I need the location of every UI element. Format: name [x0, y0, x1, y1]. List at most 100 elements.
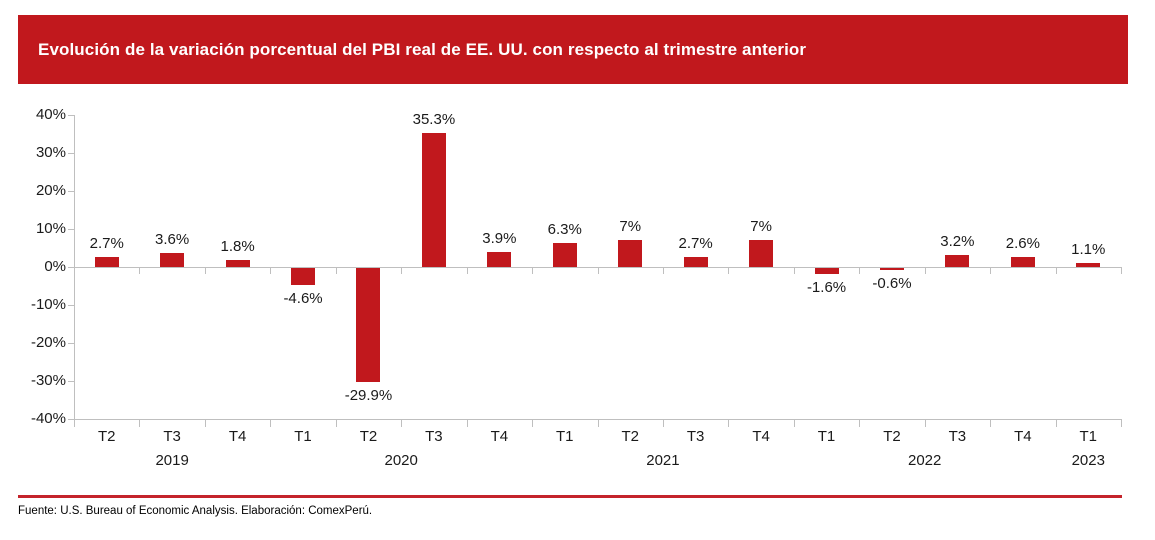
x-axis-quarter-label: T1	[556, 428, 574, 445]
bar	[160, 253, 185, 267]
bar	[552, 243, 577, 267]
zero-line-category-tick	[1121, 268, 1122, 274]
bar	[1076, 262, 1101, 267]
bar-value-label: 3.6%	[155, 231, 190, 249]
zero-line-category-tick	[532, 268, 534, 274]
bar-value-label: 6.3%	[547, 221, 582, 239]
bar-value-label: 7%	[750, 218, 772, 236]
x-axis-quarter-label: T2	[621, 428, 639, 445]
y-axis-tick	[68, 229, 74, 230]
x-axis-category-tick	[466, 420, 468, 427]
x-axis-quarter-label: T4	[228, 428, 247, 445]
bar	[421, 132, 446, 267]
x-axis-quarter-label: T1	[294, 428, 312, 445]
x-axis-category-tick	[74, 420, 75, 427]
footer-source-text: Fuente: U.S. Bureau of Economic Analysis…	[18, 505, 373, 517]
x-axis-category-tick	[990, 420, 992, 427]
zero-line-category-tick	[728, 268, 730, 274]
bar	[487, 252, 512, 267]
x-axis-year-label: 2019	[155, 452, 189, 469]
bar-value-label: 3.2%	[940, 232, 975, 250]
zero-line-category-tick	[335, 268, 337, 274]
x-axis-category-tick	[924, 420, 926, 427]
x-axis-category-tick	[859, 420, 861, 427]
x-axis-quarter-label: T2	[97, 428, 116, 445]
footer-divider	[18, 495, 1122, 498]
bar-value-label: 7%	[619, 218, 642, 236]
bar-value-label: -29.9%	[344, 386, 393, 404]
bar	[225, 260, 250, 267]
bar-chart: 40% 30% 20% 10% 0% -10% -20% -30% -40% 2.7% 3.6% 1.…	[0, 84, 1155, 484]
bar-value-label: 2.7%	[89, 234, 124, 252]
chart-title-banner: Evolución de la variación porcentual del…	[18, 15, 1128, 84]
y-axis-tick	[68, 343, 74, 344]
y-axis-tick-label: 0%	[44, 258, 66, 275]
y-axis-tick	[68, 115, 74, 116]
zero-line-category-tick	[74, 268, 75, 274]
y-axis-tick-label: 30%	[35, 144, 66, 161]
x-axis-year-label: 2022	[908, 452, 942, 469]
bar	[1010, 257, 1035, 267]
bar-value-label: 2.7%	[678, 234, 713, 252]
x-axis-year-label: 2021	[646, 452, 680, 469]
bar	[618, 240, 643, 267]
x-axis-quarter-label: T1	[817, 428, 836, 445]
zero-line-category-tick	[990, 268, 992, 274]
x-axis-quarter-label: T4	[490, 428, 509, 445]
x-axis-line	[74, 419, 1122, 420]
zero-line-category-tick	[597, 268, 599, 274]
plot-area: 40% 30% 20% 10% 0% -10% -20% -30% -40% 2.7% 3.6% 1.…	[0, 84, 1155, 484]
y-axis-tick-label: 20%	[35, 182, 66, 199]
bar-value-label: 2.6%	[1005, 235, 1040, 253]
zero-axis-line	[74, 267, 1122, 268]
x-axis-quarter-label: T4	[752, 428, 770, 445]
y-axis-tick	[68, 305, 74, 306]
x-axis-category-tick	[270, 420, 272, 427]
y-axis-tick	[68, 267, 74, 268]
x-axis-category-tick	[204, 420, 206, 427]
bar-value-label: -4.6%	[283, 290, 323, 308]
zero-line-category-tick	[662, 268, 664, 274]
x-axis-quarter-label: T3	[948, 428, 967, 445]
y-axis-tick	[68, 419, 74, 420]
bar	[94, 256, 119, 267]
x-axis-quarter-label: T3	[425, 428, 443, 445]
x-axis-category-tick	[793, 420, 795, 427]
y-axis-tick-label: 10%	[35, 220, 66, 237]
bar	[879, 268, 904, 271]
bar	[291, 268, 316, 286]
bar-value-label: -1.6%	[806, 279, 847, 297]
bar	[814, 268, 839, 275]
x-axis-category-tick	[1055, 420, 1057, 427]
x-axis-quarter-label: T2	[359, 428, 378, 445]
x-axis-quarter-label: T2	[883, 428, 901, 445]
bar-value-label: 1.8%	[220, 238, 255, 256]
x-axis-category-tick	[532, 420, 534, 427]
y-axis-tick-label: -20%	[30, 334, 66, 351]
x-axis-category-tick	[662, 420, 664, 427]
x-axis-category-tick	[139, 420, 141, 427]
x-axis-year-label: 2020	[384, 452, 418, 469]
zero-line-category-tick	[466, 268, 468, 274]
bar	[945, 254, 970, 267]
x-axis-category-tick	[728, 420, 730, 427]
x-axis-year-label: 2023	[1071, 452, 1105, 469]
bar-value-label: 3.9%	[482, 230, 517, 248]
y-axis-tick	[68, 381, 74, 382]
x-axis-category-tick	[335, 420, 337, 427]
y-axis-tick-label: -30%	[30, 372, 66, 389]
y-axis-tick-label: 40%	[35, 106, 66, 123]
y-axis-tick-label: -40%	[30, 410, 66, 427]
zero-line-category-tick	[401, 268, 403, 274]
x-axis-quarter-label: T1	[1079, 428, 1098, 445]
y-axis-tick-label: -10%	[30, 296, 66, 313]
x-axis-quarter-label: T3	[686, 428, 705, 445]
bar	[356, 268, 381, 382]
y-axis-tick	[68, 153, 74, 154]
bar-value-label: -0.6%	[872, 275, 912, 293]
zero-line-category-tick	[204, 268, 206, 274]
bar-value-label: 35.3%	[412, 110, 456, 128]
x-axis-category-tick	[401, 420, 403, 427]
zero-line-category-tick	[1055, 268, 1057, 274]
